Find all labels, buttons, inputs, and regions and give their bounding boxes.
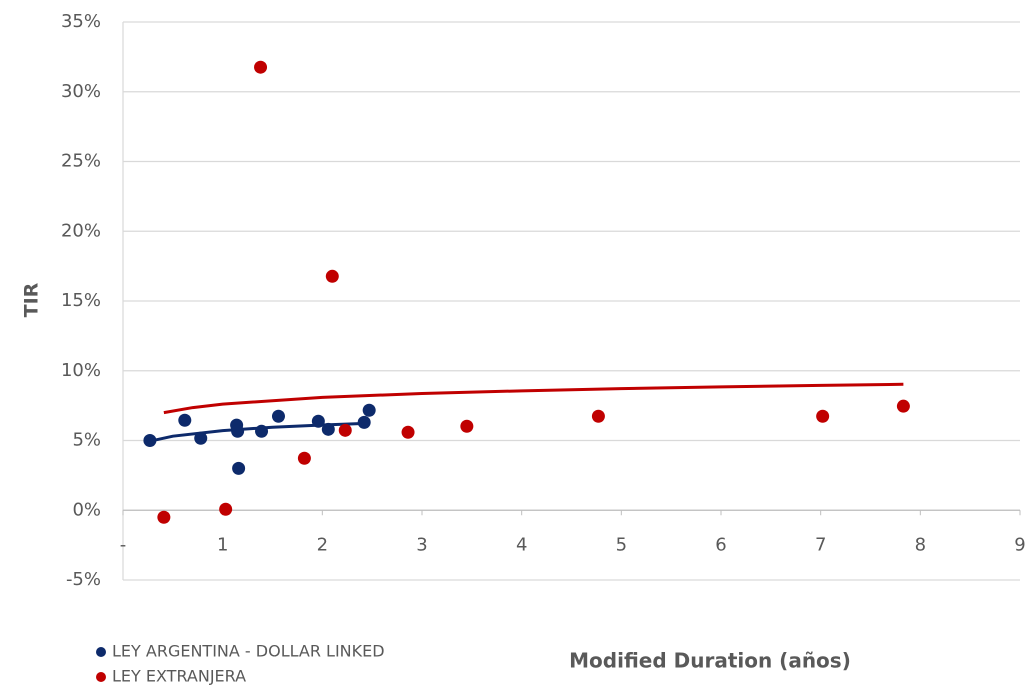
data-point: [362, 403, 376, 417]
data-point: [254, 60, 268, 74]
data-point: [232, 461, 246, 475]
y-tick-label: 30%: [61, 81, 101, 102]
legend-marker: [96, 647, 106, 657]
x-axis-title: Modified Duration (años): [569, 649, 851, 673]
data-point: [896, 399, 910, 413]
y-tick-label: 0%: [72, 499, 101, 520]
data-point: [591, 409, 605, 423]
data-point: [219, 502, 233, 516]
data-point: [338, 423, 352, 437]
y-tick-label: 15%: [61, 290, 101, 311]
data-point: [271, 409, 285, 423]
legend-label: LEY ARGENTINA - DOLLAR LINKED: [112, 642, 385, 661]
data-point: [143, 434, 157, 447]
y-axis-title: TIR: [21, 282, 43, 317]
data-point: [194, 431, 208, 445]
x-tick-label: 1: [217, 534, 228, 555]
x-tick-label: 5: [616, 534, 627, 555]
data-point: [231, 424, 245, 438]
legend-marker: [96, 672, 106, 682]
data-point: [157, 510, 171, 524]
x-tick-label: 9: [1014, 534, 1025, 555]
x-tick-label: 8: [915, 534, 926, 555]
data-point: [321, 422, 335, 436]
legend-label: LEY EXTRANJERA: [112, 667, 246, 686]
y-tick-label: 35%: [61, 11, 101, 32]
x-tick-label: -: [120, 534, 127, 555]
data-point: [255, 424, 269, 438]
data-point: [357, 415, 371, 429]
x-tick-label: 2: [317, 534, 328, 555]
data-point: [297, 451, 311, 465]
x-tick-label: 7: [815, 534, 826, 555]
x-tick-label: 3: [416, 534, 427, 555]
y-tick-label: 5%: [72, 430, 101, 451]
data-point: [460, 419, 474, 433]
trendline: [163, 382, 904, 415]
data-point: [178, 413, 192, 427]
x-tick-label: 4: [516, 534, 527, 555]
y-tick-label: -5%: [66, 569, 101, 590]
y-tick-label: 25%: [61, 151, 101, 172]
data-point: [311, 414, 325, 428]
data-point: [325, 269, 339, 283]
y-tick-label: 20%: [61, 220, 101, 241]
y-tick-label: 10%: [61, 360, 101, 381]
x-tick-label: 6: [715, 534, 726, 555]
data-point: [401, 425, 415, 439]
data-point: [816, 409, 830, 423]
